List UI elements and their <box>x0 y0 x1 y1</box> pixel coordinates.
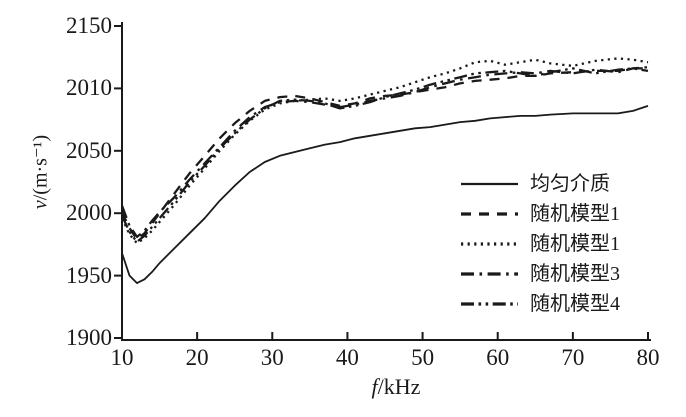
legend-item: 随机模型1 <box>461 199 620 229</box>
x-tick-label: 20 <box>185 345 209 370</box>
x-axis-label-units: /kHz <box>377 374 421 399</box>
y-tick-label: 2150 <box>66 13 112 38</box>
x-tick-label: 40 <box>335 345 359 370</box>
curve-dash-dot-dot <box>120 67 649 244</box>
x-tick-label: 80 <box>636 345 660 370</box>
legend-line-sample-dashed <box>461 212 518 216</box>
legend-item: 随机模型4 <box>461 289 620 319</box>
legend-line-sample-dotted <box>461 242 518 246</box>
legend-line-sample-dash-dot <box>461 272 518 276</box>
legend-label: 随机模型1 <box>530 233 620 255</box>
y-tick-label: 1900 <box>66 325 112 350</box>
x-tick-label: 30 <box>260 345 284 370</box>
legend-label: 随机模型4 <box>530 293 620 315</box>
y-tick-label: 2050 <box>66 137 112 163</box>
curve-dash-dot <box>120 66 649 239</box>
legend-item: 随机模型1 <box>461 229 620 259</box>
legend-label: 均匀介质 <box>530 173 610 195</box>
legend-label: 随机模型1 <box>530 203 620 225</box>
x-axis-label: f/kHz <box>372 374 421 400</box>
curve-dashed <box>120 67 648 241</box>
legend-line-sample-solid <box>461 182 518 186</box>
legend-line-sample-dash-dot-dot <box>461 302 518 306</box>
legend-label: 随机模型3 <box>530 263 620 285</box>
legend: 均匀介质随机模型1 随机模型1 随机模型3 随机模型4 <box>461 169 620 319</box>
y-tick-label: 2010 <box>66 75 112 101</box>
x-tick-label: 60 <box>486 345 510 370</box>
y-tick-label: 2000 <box>66 200 112 226</box>
curve-solid <box>121 105 649 285</box>
x-axis-label-symbol: f <box>371 374 378 399</box>
legend-item: 均匀介质 <box>461 169 620 199</box>
x-tick-label: 10 <box>110 345 134 370</box>
x-tick-label: 50 <box>411 345 435 370</box>
x-tick-label: 70 <box>561 345 585 370</box>
legend-item: 随机模型3 <box>461 259 620 289</box>
y-tick-label: 1950 <box>66 262 112 288</box>
